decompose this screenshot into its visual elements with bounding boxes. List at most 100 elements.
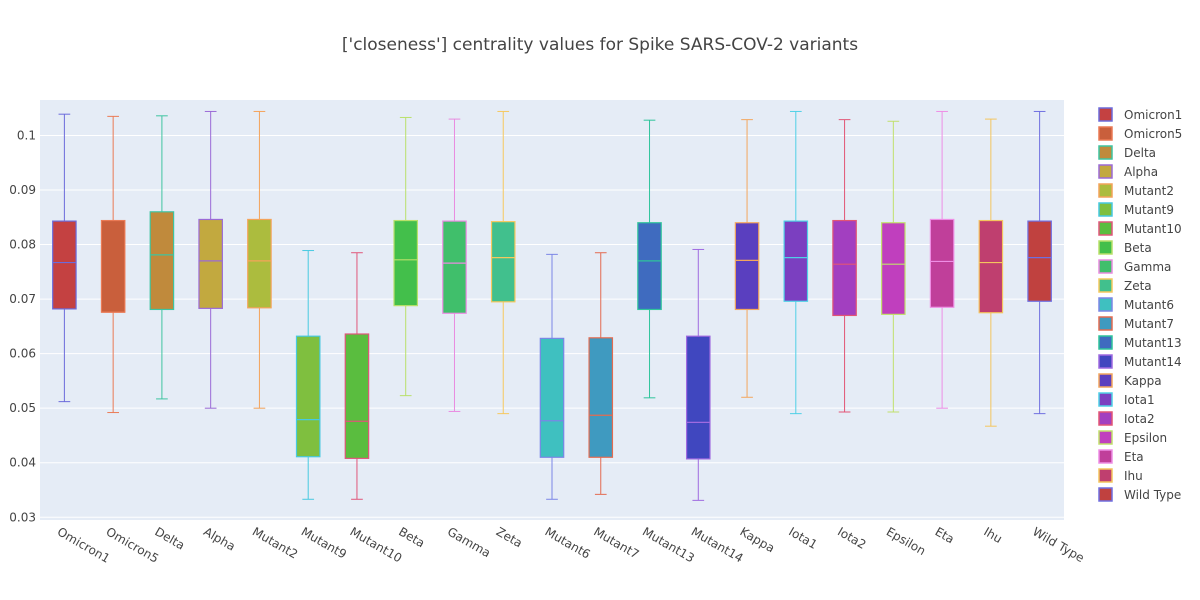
legend-item[interactable]: Gamma	[1098, 259, 1171, 274]
iqr-box	[149, 211, 175, 311]
box-delta[interactable]	[149, 115, 175, 400]
legend-label: Eta	[1124, 450, 1144, 464]
iqr-box	[734, 222, 760, 311]
box-zeta[interactable]	[490, 110, 516, 415]
legend-swatch	[1098, 468, 1113, 483]
legend-item[interactable]: Kappa	[1098, 373, 1162, 388]
legend-label: Gamma	[1124, 260, 1171, 274]
legend-swatch	[1098, 278, 1113, 293]
legend-item[interactable]: Alpha	[1098, 164, 1158, 179]
iqr-box	[198, 218, 223, 309]
box-mutant2[interactable]	[247, 110, 272, 409]
y-axis-ticks: 0.03 0.04 0.05 0.06 0.07 0.08 0.09 0.1	[9, 128, 36, 524]
legend-swatch	[1098, 259, 1113, 274]
iqr-box	[588, 337, 614, 458]
legend-item[interactable]: Iota2	[1098, 411, 1155, 426]
box-eta[interactable]	[929, 110, 955, 409]
box-mutant10[interactable]	[344, 252, 370, 500]
iqr-box	[832, 219, 857, 317]
iqr-box	[344, 333, 370, 459]
iqr-box	[881, 222, 906, 315]
legend-swatch	[1098, 487, 1113, 502]
legend-item[interactable]: Mutant7	[1098, 316, 1174, 331]
legend-label: Mutant10	[1124, 222, 1182, 236]
legend-item[interactable]: Ihu	[1098, 468, 1143, 483]
legend-swatch	[1098, 145, 1113, 160]
legend-item[interactable]: Mutant2	[1098, 183, 1174, 198]
box-mutant14[interactable]	[685, 248, 711, 501]
legend-item[interactable]: Mutant14	[1098, 354, 1182, 369]
iqr-box	[1027, 220, 1052, 302]
legend-label: Mutant13	[1124, 336, 1182, 350]
iqr-box	[295, 335, 321, 458]
y-tick-label: 0.06	[9, 347, 36, 361]
legend-swatch	[1098, 316, 1113, 331]
legend-swatch	[1098, 183, 1113, 198]
legend-label: Delta	[1124, 146, 1156, 160]
iqr-box	[539, 337, 565, 458]
box-alpha[interactable]	[198, 110, 223, 409]
legend-item[interactable]: Epsilon	[1098, 430, 1167, 445]
legend-label: Mutant2	[1124, 184, 1174, 198]
legend-swatch	[1098, 164, 1113, 179]
legend-label: Ihu	[1124, 469, 1143, 483]
box-mutant9[interactable]	[295, 250, 321, 500]
iqr-box	[783, 220, 809, 302]
box-iota2[interactable]	[832, 119, 857, 413]
box-omicron1[interactable]	[52, 113, 77, 403]
legend-label: Mutant9	[1124, 203, 1174, 217]
legend-item[interactable]: Iota1	[1098, 392, 1155, 407]
legend-label: Alpha	[1124, 165, 1158, 179]
iqr-box	[685, 335, 711, 460]
box-mutant6[interactable]	[539, 253, 565, 500]
legend-label: Omicron5	[1124, 127, 1182, 141]
legend-label: Mutant6	[1124, 298, 1174, 312]
legend-item[interactable]: Mutant9	[1098, 202, 1174, 217]
box-epsilon[interactable]	[881, 120, 906, 413]
legend-item[interactable]: Mutant10	[1098, 221, 1182, 236]
y-tick-label: 0.07	[9, 292, 36, 306]
iqr-box	[247, 218, 272, 309]
legend-item[interactable]: Beta	[1098, 240, 1152, 255]
box-mutant13[interactable]	[637, 119, 662, 399]
legend-label: Epsilon	[1124, 431, 1167, 445]
iqr-box	[393, 219, 419, 307]
legend-item[interactable]: Mutant13	[1098, 335, 1182, 350]
boxes	[52, 110, 1052, 501]
legend-item[interactable]: Eta	[1098, 449, 1144, 464]
box-beta[interactable]	[393, 116, 419, 397]
legend-label: Mutant14	[1124, 355, 1182, 369]
legend-item[interactable]: Delta	[1098, 145, 1156, 160]
chart-title: ['closeness'] centrality values for Spik…	[342, 35, 858, 55]
legend-label: Omicron1	[1124, 108, 1182, 122]
iqr-box	[442, 220, 467, 314]
legend-label: Beta	[1124, 241, 1152, 255]
box-ihu[interactable]	[978, 118, 1004, 427]
box-wild-type[interactable]	[1027, 110, 1052, 415]
legend-label: Iota1	[1124, 393, 1155, 407]
legend-label: Kappa	[1124, 374, 1162, 388]
y-tick-label: 0.03	[9, 510, 36, 524]
box-iota1[interactable]	[783, 110, 809, 415]
y-tick-label: 0.05	[9, 401, 36, 415]
box-omicron5[interactable]	[100, 115, 126, 414]
legend-item[interactable]: Omicron5	[1098, 126, 1182, 141]
legend-swatch	[1098, 297, 1113, 312]
legend-swatch	[1098, 107, 1113, 122]
legend-item[interactable]: Omicron1	[1098, 107, 1182, 122]
legend[interactable]: Omicron1 Omicron5 Delta Alpha Mutant2 Mutant9…	[1098, 107, 1182, 502]
box-kappa[interactable]	[734, 119, 760, 398]
legend-label: Wild Type	[1124, 488, 1181, 502]
legend-label: Iota2	[1124, 412, 1155, 426]
box-gamma[interactable]	[442, 118, 467, 412]
legend-item[interactable]: Zeta	[1098, 278, 1152, 293]
legend-label: Mutant7	[1124, 317, 1174, 331]
y-tick-label: 0.08	[9, 238, 36, 252]
legend-item[interactable]: Mutant6	[1098, 297, 1174, 312]
legend-item[interactable]: Wild Type	[1098, 487, 1181, 502]
legend-label: Zeta	[1124, 279, 1152, 293]
iqr-box	[100, 219, 126, 313]
box-mutant7[interactable]	[588, 252, 614, 495]
y-tick-label: 0.09	[9, 183, 36, 197]
